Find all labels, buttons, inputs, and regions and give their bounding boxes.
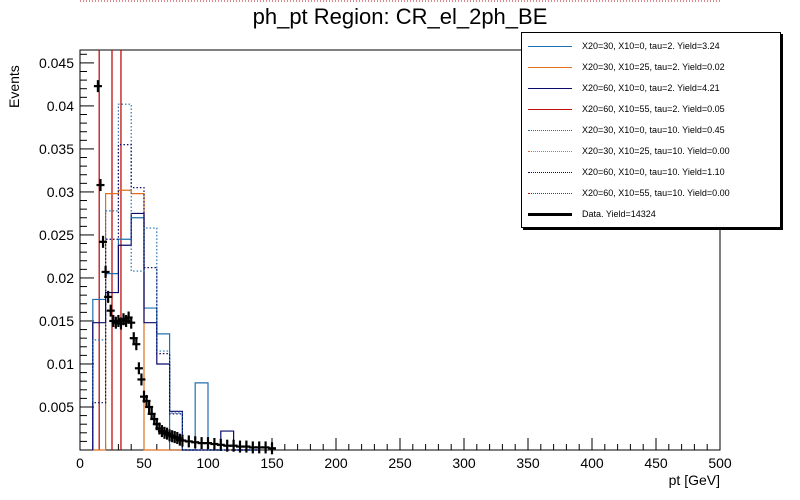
legend-swatch [528,66,572,68]
legend-swatch [528,45,572,47]
legend-label: X20=30, X10=25, tau=10. Yield=0.00 [582,146,730,156]
x-tick-label: 450 [644,455,668,471]
legend: X20=30, X10=0, tau=2. Yield=3.24 X20=30, … [521,32,781,228]
legend-swatch [528,171,572,173]
hist-series-0 [92,217,260,451]
legend-label: X20=60, X10=55, tau=2. Yield=0.05 [582,104,725,114]
legend-swatch [528,150,572,152]
x-tick-label: 300 [452,455,476,471]
legend-entry: X20=60, X10=55, tau=10. Yield=0.00 [528,186,730,200]
y-tick-label: 0.01 [47,356,74,372]
legend-entry: X20=60, X10=55, tau=2. Yield=0.05 [528,102,725,116]
x-tick-label: 200 [324,455,348,471]
x-tick-label: 350 [516,455,540,471]
x-tick-label: 400 [580,455,604,471]
legend-entry: X20=30, X10=25, tau=2. Yield=0.02 [528,60,725,74]
y-tick-label: 0.02 [47,270,74,286]
hist-series-6 [92,144,260,451]
hist-series-4 [92,103,260,451]
legend-label: X20=30, X10=0, tau=2. Yield=3.24 [582,41,720,51]
legend-swatch [528,212,572,216]
y-tick-label: 0.04 [47,98,74,114]
chart-title: ph_pt Region: CR_el_2ph_BE [252,4,548,29]
y-tick-label: 0.035 [39,141,74,157]
legend-entry: X20=30, X10=0, tau=2. Yield=3.24 [528,39,720,53]
legend-swatch [528,192,572,194]
x-tick-label: 500 [708,455,732,471]
legend-label: X20=60, X10=0, tau=2. Yield=4.21 [582,83,720,93]
legend-label: X20=60, X10=0, tau=10. Yield=1.10 [582,167,725,177]
legend-swatch [528,129,572,131]
legend-label: X20=30, X10=0, tau=10. Yield=0.45 [582,125,725,135]
legend-swatch [528,108,572,110]
legend-label: Data. Yield=14324 [582,209,656,219]
legend-entry: X20=30, X10=0, tau=10. Yield=0.45 [528,123,725,137]
y-tick-label: 0.015 [39,313,74,329]
hist-series-2 [92,212,260,451]
y-tick-label: 0.005 [39,399,74,415]
legend-entry: Data. Yield=14324 [528,207,656,221]
y-tick-label: 0.025 [39,227,74,243]
x-tick-label: 150 [260,455,284,471]
y-tick-label: 0.045 [39,55,74,71]
x-tick-label: 50 [136,455,152,471]
legend-entry: X20=30, X10=25, tau=10. Yield=0.00 [528,144,730,158]
legend-label: X20=60, X10=55, tau=10. Yield=0.00 [582,188,730,198]
legend-entry: X20=60, X10=0, tau=10. Yield=1.10 [528,165,725,179]
x-tick-label: 250 [388,455,412,471]
x-axis-label: pt [GeV] [668,472,720,488]
legend-entry: X20=60, X10=0, tau=2. Yield=4.21 [528,81,720,95]
y-tick-label: 0.03 [47,184,74,200]
legend-swatch [528,87,572,89]
x-tick-label: 100 [196,455,220,471]
legend-label: X20=30, X10=25, tau=2. Yield=0.02 [582,62,725,72]
x-tick-label: 0 [76,455,84,471]
